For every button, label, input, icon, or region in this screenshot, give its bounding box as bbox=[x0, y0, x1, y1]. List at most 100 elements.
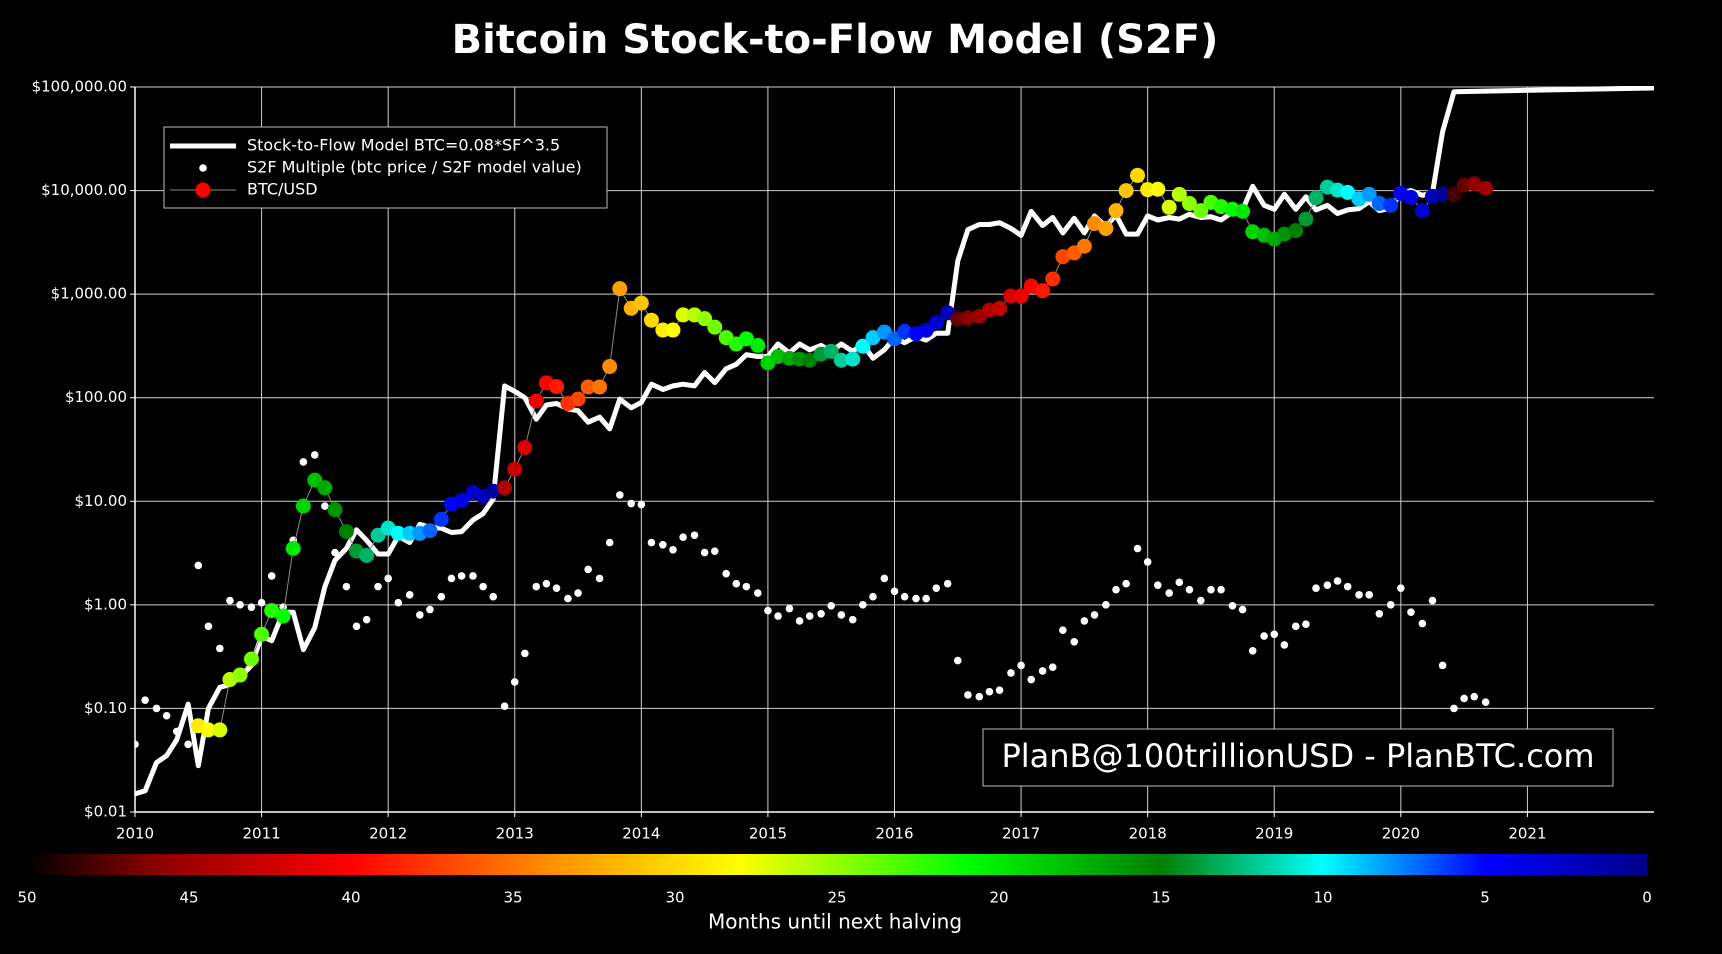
multiple-dot bbox=[194, 561, 203, 570]
multiple-dot bbox=[226, 596, 234, 605]
btc-dot bbox=[697, 311, 713, 327]
multiple-dot bbox=[837, 611, 846, 619]
btc-dot bbox=[327, 502, 343, 518]
multiple-dot bbox=[1312, 584, 1320, 592]
btc-dot bbox=[1035, 283, 1051, 299]
multiple-dot bbox=[912, 594, 920, 603]
btc-dot bbox=[1076, 238, 1092, 254]
multiple-dot bbox=[869, 592, 877, 601]
btc-dot bbox=[1213, 199, 1229, 215]
x-tick-label: 2013 bbox=[496, 825, 534, 843]
btc-dot bbox=[264, 603, 280, 619]
y-tick-label: $0.01 bbox=[84, 803, 127, 821]
multiple-dot bbox=[964, 691, 972, 699]
colorbar-tick-label: 30 bbox=[665, 889, 684, 907]
multiple-dot bbox=[542, 579, 551, 588]
multiple-dot bbox=[932, 584, 941, 592]
multiple-dot bbox=[405, 591, 414, 599]
btc-dot bbox=[433, 511, 449, 527]
btc-dot bbox=[1181, 196, 1197, 212]
colorbar-tick-label: 40 bbox=[341, 889, 360, 907]
multiple-dot bbox=[204, 622, 213, 631]
btc-dot bbox=[1298, 211, 1314, 227]
multiple-dot bbox=[827, 601, 836, 610]
multiple-dot bbox=[742, 582, 751, 591]
multiple-dot bbox=[1450, 704, 1458, 713]
multiple-dot bbox=[1102, 601, 1110, 609]
btc-dot bbox=[928, 315, 944, 331]
multiple-dot bbox=[394, 598, 403, 607]
btc-dot bbox=[1245, 224, 1261, 240]
multiple-dot bbox=[1070, 637, 1079, 646]
multiple-dot bbox=[469, 572, 477, 580]
colorbar-tick-label: 10 bbox=[1313, 889, 1332, 907]
multiple-dot bbox=[1260, 632, 1268, 640]
btc-dot bbox=[1435, 186, 1451, 202]
multiple-dot bbox=[384, 574, 392, 583]
multiple-dot bbox=[500, 702, 509, 711]
btc-dot bbox=[845, 351, 861, 367]
btc-dot bbox=[633, 295, 649, 311]
btc-dot bbox=[855, 338, 871, 354]
btc-dot bbox=[212, 722, 228, 738]
btc-dot bbox=[390, 525, 406, 541]
colorbar bbox=[27, 854, 1647, 875]
btc-dot bbox=[580, 379, 596, 395]
multiple-dot bbox=[352, 622, 361, 631]
colorbar-tick-label: 25 bbox=[827, 889, 846, 907]
btc-dot bbox=[865, 330, 881, 346]
multiple-dot bbox=[859, 601, 867, 609]
multiple-dot bbox=[321, 502, 329, 510]
btc-dot bbox=[359, 547, 375, 563]
btc-dot bbox=[1193, 203, 1209, 219]
x-tick-label: 2020 bbox=[1382, 825, 1420, 843]
btc-dot bbox=[750, 337, 766, 353]
btc-dot bbox=[1446, 186, 1462, 202]
multiple-dot bbox=[1280, 641, 1289, 649]
multiple-dot bbox=[985, 687, 994, 696]
x-tick-label: 2014 bbox=[622, 825, 660, 843]
btc-dot bbox=[592, 379, 608, 395]
btc-dot bbox=[665, 322, 681, 338]
multiple-dot bbox=[521, 649, 529, 658]
btc-dot bbox=[1361, 186, 1377, 202]
btc-dot bbox=[1045, 271, 1061, 287]
multiple-dot bbox=[1038, 667, 1047, 675]
btc-dot bbox=[1414, 203, 1430, 219]
btc-dot bbox=[1055, 249, 1071, 265]
multiple-dot bbox=[669, 546, 677, 554]
multiple-dot bbox=[1165, 589, 1173, 597]
btc-dot bbox=[243, 651, 259, 667]
multiple-dot bbox=[753, 589, 762, 597]
multiple-dot bbox=[805, 612, 814, 620]
colorbar-tick-label: 15 bbox=[1151, 889, 1170, 907]
colorbar-tick-label: 20 bbox=[989, 889, 1008, 907]
btc-dot bbox=[200, 722, 216, 738]
multiple-dot bbox=[1007, 669, 1015, 677]
multiple-dot bbox=[489, 592, 498, 601]
multiple-dot bbox=[1428, 596, 1437, 605]
multiple-dot bbox=[900, 592, 909, 601]
btc-dot bbox=[497, 480, 513, 496]
multiple-dot bbox=[267, 572, 276, 580]
multiple-dot bbox=[1460, 694, 1468, 703]
multiple-dot bbox=[774, 612, 782, 620]
multiple-dot bbox=[584, 565, 592, 574]
multiple-dot bbox=[437, 592, 446, 601]
colorbar-label: Months until next halving bbox=[708, 910, 962, 934]
multiple-dot bbox=[1217, 585, 1225, 594]
btc-dot bbox=[1383, 197, 1399, 213]
btc-dot bbox=[1478, 180, 1494, 196]
btc-dot bbox=[802, 352, 818, 368]
multiple-dot bbox=[152, 704, 161, 713]
multiple-dot bbox=[1248, 647, 1257, 655]
btc-dot bbox=[285, 541, 301, 557]
multiple-dot bbox=[922, 594, 930, 603]
x-tick-label: 2019 bbox=[1255, 825, 1293, 843]
multiple-dot bbox=[605, 538, 614, 547]
multiple-dot bbox=[637, 500, 646, 509]
btc-dot bbox=[254, 626, 270, 642]
colorbar-tick-label: 45 bbox=[179, 889, 198, 907]
multiple-dot bbox=[135, 740, 139, 749]
